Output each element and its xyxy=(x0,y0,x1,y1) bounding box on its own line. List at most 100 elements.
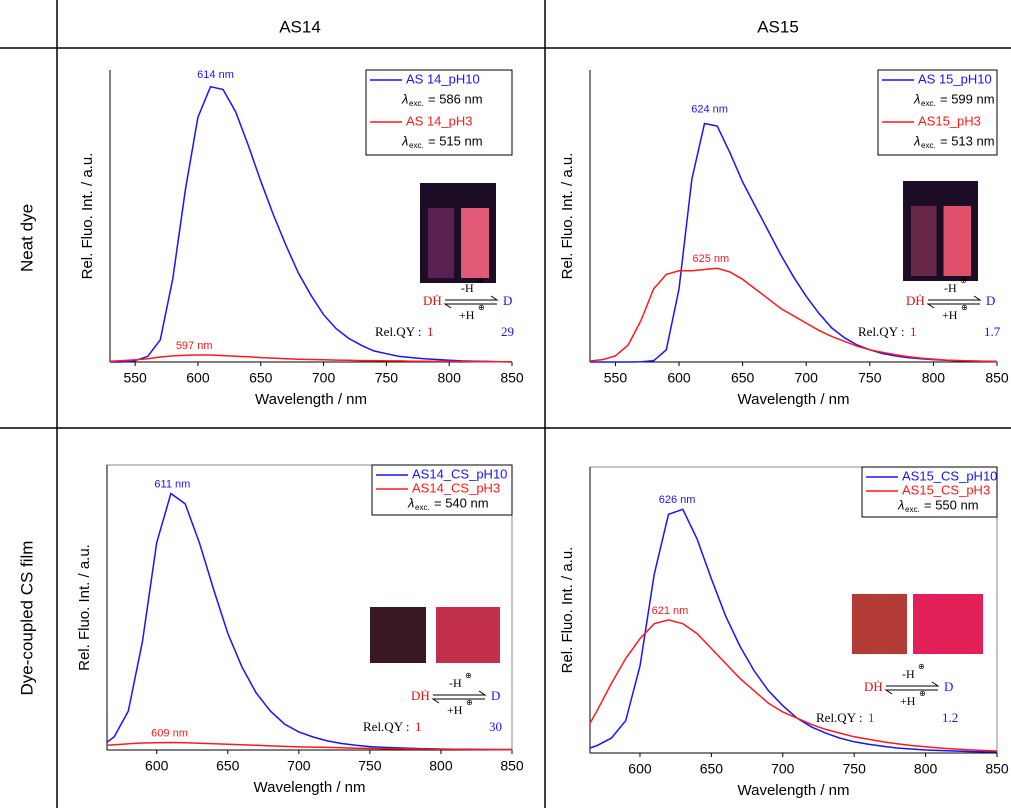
peak-label: 614 nm xyxy=(197,69,234,81)
peak-label: 621 nm xyxy=(652,605,689,617)
scheme-base: D xyxy=(491,688,500,703)
row-header: Neat dye xyxy=(17,204,36,272)
peak-label: 626 nm xyxy=(659,494,696,506)
scheme-arrow xyxy=(445,295,499,301)
x-tick-label: 850 xyxy=(985,761,1009,777)
legend-label: AS 14_pH3 xyxy=(406,113,473,128)
x-tick-label: 700 xyxy=(287,758,311,774)
scheme-charge: ⊕ xyxy=(465,671,472,680)
scheme-backward: +H xyxy=(459,308,475,322)
scheme-backward: +H xyxy=(900,694,916,708)
photo xyxy=(370,607,426,663)
x-axis-label: Wavelength / nm xyxy=(254,779,366,796)
scheme-backward: +H xyxy=(942,308,958,322)
legend-lambda: λ xyxy=(897,497,904,512)
x-axis-label: Wavelength / nm xyxy=(738,782,850,799)
spectrum-line xyxy=(109,354,512,363)
scheme-forward: -H xyxy=(902,667,915,681)
scheme-charge: ⊕ xyxy=(960,276,967,285)
legend-box xyxy=(371,464,513,516)
peak-label: 625 nm xyxy=(692,253,729,265)
peak-label: 611 nm xyxy=(154,478,190,490)
scheme-forward: -H xyxy=(944,281,957,295)
qy-base: 1.2 xyxy=(942,710,958,725)
x-tick-label: 800 xyxy=(429,758,453,774)
x-tick-label: 850 xyxy=(500,370,524,386)
legend-box xyxy=(861,466,998,518)
x-tick-label: 650 xyxy=(700,761,724,777)
legend-box xyxy=(365,69,513,156)
x-tick-label: 850 xyxy=(985,370,1009,386)
x-tick-label: 750 xyxy=(843,761,867,777)
x-tick-label: 550 xyxy=(123,370,147,386)
legend-label: AS14_CS_pH10 xyxy=(412,466,507,481)
qy-acid: 1 xyxy=(427,324,434,339)
scheme-arrow xyxy=(886,681,940,687)
legend-label: AS 14_pH10 xyxy=(406,71,480,86)
legend-lambda-subscript: exc. xyxy=(409,141,424,150)
x-tick-label: 700 xyxy=(795,370,819,386)
x-tick-label: 700 xyxy=(771,761,795,777)
qy-base: 29 xyxy=(501,324,514,339)
legend-lambda: λ xyxy=(401,133,408,148)
x-tick-label: 550 xyxy=(604,370,628,386)
qy-label: Rel.QY : xyxy=(858,324,904,339)
scheme-charge: ⊕ xyxy=(919,689,926,698)
legend-lambda-subscript: exc. xyxy=(921,99,936,108)
scheme-arrow xyxy=(884,689,938,695)
scheme-charge: ⊕ xyxy=(478,303,485,312)
scheme-arrow xyxy=(431,698,485,704)
x-axis-label: Wavelength / nm xyxy=(255,391,367,408)
legend-lambda-subscript: exc. xyxy=(415,503,430,512)
qy-base: 30 xyxy=(489,719,502,734)
scheme-arrow xyxy=(926,303,980,309)
photo-vial xyxy=(911,206,937,276)
scheme-backward: +H xyxy=(447,703,463,717)
scheme-arrow xyxy=(928,295,982,301)
legend-label: AS15_pH3 xyxy=(918,113,981,128)
legend-excitation: = 515 nm xyxy=(428,133,483,148)
scheme-charge: ⊕ xyxy=(466,698,473,707)
photo-vial xyxy=(428,208,454,278)
scheme-arrow xyxy=(443,303,497,309)
peak-label: 597 nm xyxy=(176,340,213,352)
photo xyxy=(852,594,907,654)
legend-box xyxy=(877,69,998,156)
scheme-base: D xyxy=(986,293,995,308)
column-header: AS15 xyxy=(757,17,799,36)
y-axis-label: Rel. Fluo. Int. / a.u. xyxy=(559,547,576,674)
qy-label: Rel.QY : xyxy=(375,324,421,339)
scheme-forward: -H xyxy=(461,281,474,295)
x-tick-label: 650 xyxy=(216,758,240,774)
legend-excitation: = 513 nm xyxy=(940,133,995,148)
scheme-acid: DḢ xyxy=(906,293,925,308)
spectrum-line xyxy=(106,741,512,751)
x-tick-label: 600 xyxy=(667,370,691,386)
legend-lambda-subscript: exc. xyxy=(905,505,920,514)
qy-acid: 1 xyxy=(415,719,422,734)
row-header: Dye-coupled CS film xyxy=(17,541,36,696)
legend-excitation: = 586 nm xyxy=(428,91,483,106)
scheme-charge: ⊕ xyxy=(961,303,968,312)
legend-label: AS15_CS_pH3 xyxy=(902,482,990,497)
qy-label: Rel.QY : xyxy=(816,710,862,725)
x-tick-label: 600 xyxy=(145,758,169,774)
x-tick-label: 700 xyxy=(312,370,336,386)
scheme-charge: ⊕ xyxy=(918,662,925,671)
photo xyxy=(436,607,500,663)
legend-lambda: λ xyxy=(407,495,414,510)
x-tick-label: 750 xyxy=(858,370,882,386)
spectrum-line xyxy=(110,85,513,363)
scheme-base: D xyxy=(944,679,953,694)
legend-lambda-subscript: exc. xyxy=(921,141,936,150)
legend-lambda: λ xyxy=(401,91,408,106)
scheme-acid: DḢ xyxy=(864,679,883,694)
x-tick-label: 650 xyxy=(249,370,273,386)
scheme-acid: DḢ xyxy=(423,293,442,308)
legend-lambda: λ xyxy=(913,91,920,106)
qy-acid: 1 xyxy=(910,324,917,339)
column-header: AS14 xyxy=(279,17,321,36)
spectrum-line xyxy=(589,508,998,753)
x-tick-label: 800 xyxy=(438,370,462,386)
